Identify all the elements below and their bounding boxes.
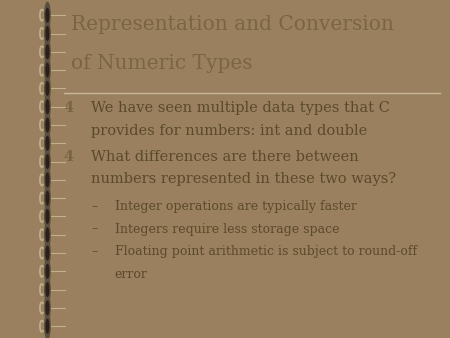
Circle shape: [46, 283, 49, 296]
Text: error: error: [115, 268, 148, 281]
Text: 4: 4: [63, 101, 74, 115]
Text: Representation and Conversion: Representation and Conversion: [72, 15, 394, 34]
Circle shape: [45, 94, 50, 120]
Text: numbers represented in these two ways?: numbers represented in these two ways?: [91, 172, 396, 186]
Circle shape: [45, 21, 50, 46]
Circle shape: [45, 130, 50, 156]
Text: –: –: [91, 200, 97, 213]
Circle shape: [45, 185, 50, 211]
Circle shape: [46, 81, 49, 95]
Circle shape: [46, 191, 49, 205]
Circle shape: [45, 2, 50, 28]
Circle shape: [45, 112, 50, 138]
Circle shape: [45, 222, 50, 247]
Text: 4: 4: [63, 149, 74, 164]
Text: Integers require less storage space: Integers require less storage space: [115, 222, 339, 236]
Text: –: –: [91, 222, 97, 236]
Text: Integer operations are typically faster: Integer operations are typically faster: [115, 200, 356, 213]
Text: Floating point arithmetic is subject to round-off: Floating point arithmetic is subject to …: [115, 245, 417, 258]
Circle shape: [46, 301, 49, 315]
Circle shape: [45, 167, 50, 193]
Text: We have seen multiple data types that C: We have seen multiple data types that C: [91, 101, 390, 115]
Circle shape: [46, 246, 49, 260]
Text: provides for numbers: int and double: provides for numbers: int and double: [91, 124, 367, 138]
Circle shape: [46, 228, 49, 241]
Circle shape: [45, 259, 50, 284]
Circle shape: [46, 63, 49, 77]
Circle shape: [46, 137, 49, 150]
Circle shape: [45, 149, 50, 174]
Circle shape: [46, 100, 49, 114]
Circle shape: [45, 75, 50, 101]
Circle shape: [45, 57, 50, 83]
Text: –: –: [91, 245, 97, 258]
Circle shape: [46, 8, 49, 22]
Circle shape: [45, 295, 50, 321]
Circle shape: [46, 155, 49, 168]
Circle shape: [45, 313, 50, 338]
Circle shape: [46, 265, 49, 278]
Text: What differences are there between: What differences are there between: [91, 149, 359, 164]
Circle shape: [46, 319, 49, 333]
Circle shape: [46, 45, 49, 58]
Circle shape: [45, 277, 50, 303]
Circle shape: [46, 118, 49, 132]
Text: of Numeric Types: of Numeric Types: [72, 54, 253, 73]
Circle shape: [45, 39, 50, 65]
Circle shape: [45, 203, 50, 229]
Circle shape: [45, 240, 50, 266]
Circle shape: [46, 27, 49, 40]
Circle shape: [46, 173, 49, 187]
Circle shape: [46, 210, 49, 223]
